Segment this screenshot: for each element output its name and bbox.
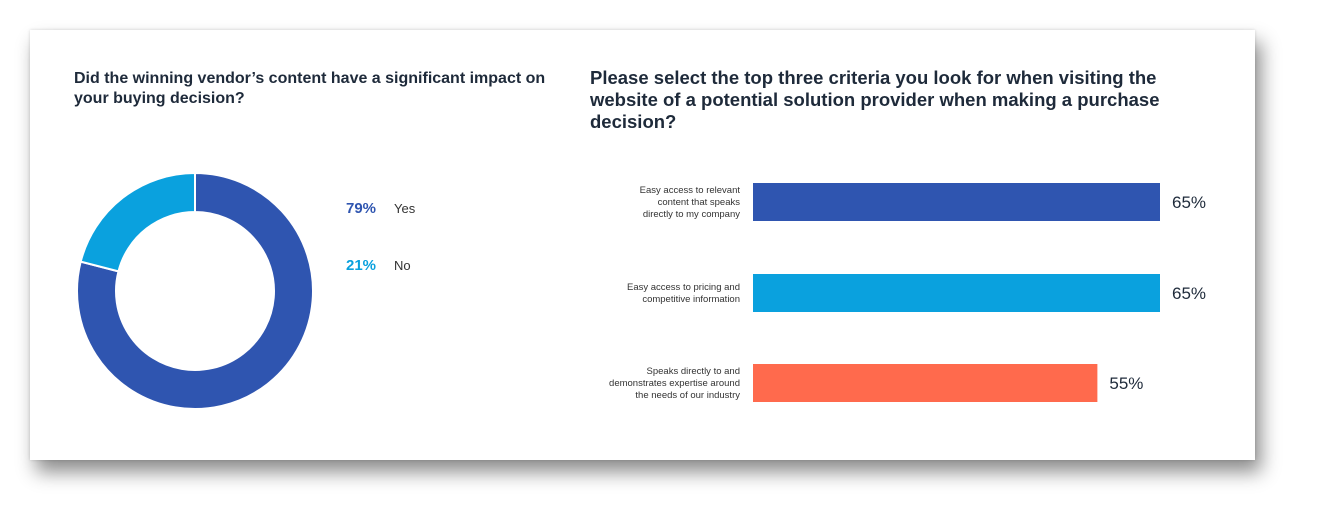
bar-category-label-2: Easy access to pricing and competitive in… (627, 282, 740, 305)
donut-chart-title: Did the winning vendor’s content have a … (74, 70, 546, 107)
legend-value-no: 21% (346, 257, 376, 274)
bar-category-label-1: Easy access to relevant content that spea… (640, 185, 741, 220)
bar-1 (753, 183, 1160, 221)
donut-slice-yes (76, 171, 314, 410)
bar-value-label-3: 55% (1109, 374, 1143, 393)
legend-label-no: No (394, 258, 411, 273)
bar-3 (753, 364, 1098, 402)
donut-slice-no (79, 171, 196, 273)
bar-value-label-2: 65% (1172, 284, 1206, 303)
bar-value-label-1: 65% (1172, 193, 1206, 212)
legend-label-yes: Yes (394, 201, 416, 216)
bar-2 (753, 274, 1160, 312)
bar-category-label-3: Speaks directly to and demonstrates exper… (609, 366, 740, 401)
legend-value-yes: 79% (346, 200, 376, 217)
bar-chart-title: Please select the top three criteria you… (590, 67, 1160, 132)
